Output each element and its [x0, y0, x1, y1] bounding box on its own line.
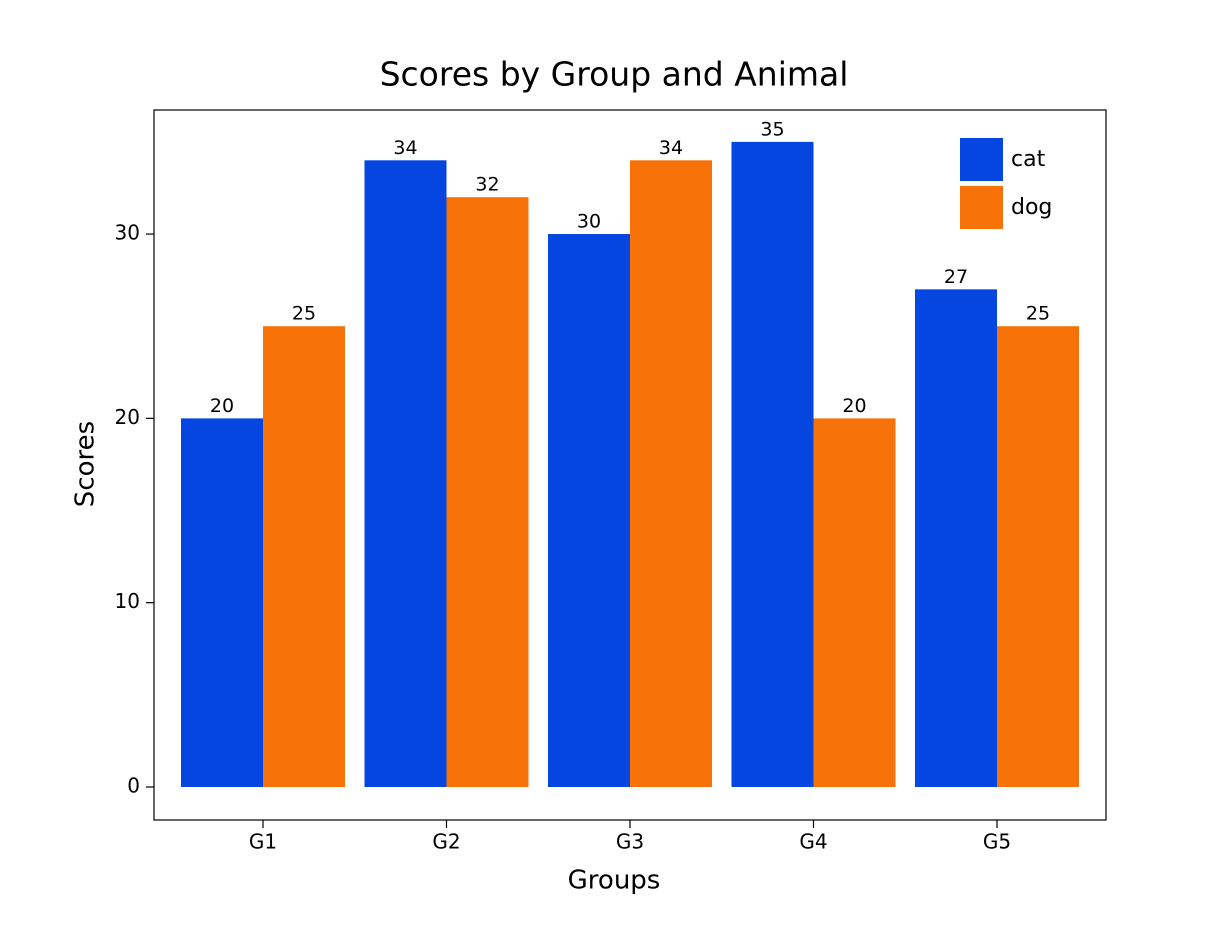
x-tick-label: G3 — [616, 830, 644, 854]
value-label: 25 — [292, 303, 316, 325]
bar — [731, 141, 814, 788]
bar — [813, 418, 896, 788]
plot-frame — [153, 109, 1107, 821]
x-tick-label: G1 — [249, 830, 277, 854]
value-label: 27 — [944, 266, 968, 288]
legend-swatch — [960, 186, 1003, 229]
value-label: 25 — [1026, 303, 1050, 325]
y-tick-label: 0 — [127, 774, 140, 798]
bar — [364, 160, 447, 788]
y-tick-label: 20 — [115, 405, 140, 429]
value-label: 30 — [577, 211, 601, 233]
x-tick-label: G2 — [432, 830, 460, 854]
bar — [548, 234, 630, 788]
value-label: 34 — [659, 137, 683, 159]
value-label: 20 — [210, 395, 234, 417]
x-axis-label: Groups — [568, 866, 661, 896]
value-label: 34 — [393, 137, 417, 159]
y-tick-label: 30 — [115, 221, 140, 245]
bar — [446, 197, 529, 788]
legend-label: cat — [1011, 147, 1046, 172]
value-label: 32 — [475, 174, 499, 196]
bar — [997, 326, 1079, 788]
x-tick-label: G4 — [799, 830, 827, 854]
y-tick-label: 10 — [115, 589, 140, 613]
value-label: 20 — [842, 395, 866, 417]
y-axis-label: Scores — [71, 421, 101, 507]
bar — [630, 160, 712, 788]
value-label: 35 — [760, 118, 784, 140]
chart-title: Scores by Group and Animal — [380, 55, 849, 94]
legend-label: dog — [1011, 195, 1052, 220]
x-tick-label: G5 — [983, 830, 1011, 854]
bar — [181, 418, 263, 788]
bar — [263, 326, 345, 788]
legend-swatch — [960, 138, 1003, 181]
bar — [915, 289, 997, 788]
